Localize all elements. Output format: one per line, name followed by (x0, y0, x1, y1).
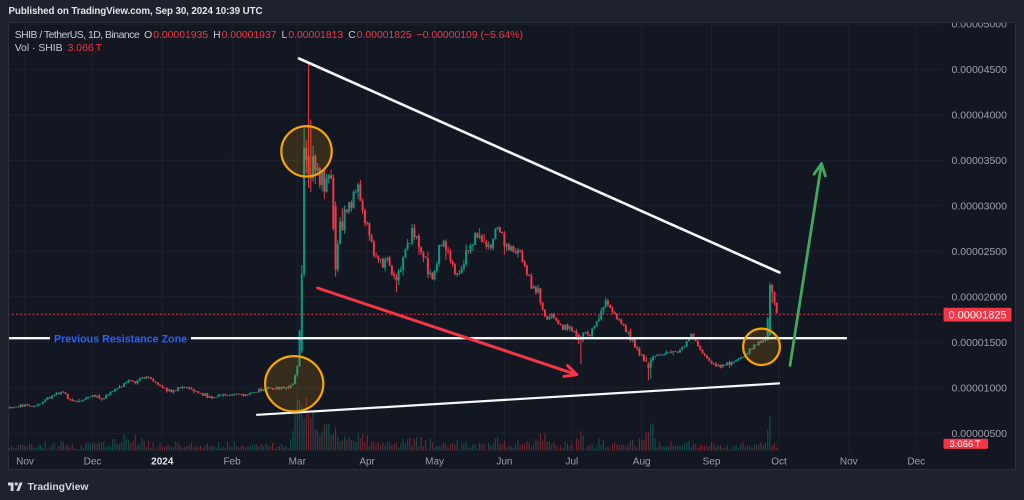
svg-text:0.00004500: 0.00004500 (952, 64, 1008, 76)
svg-text:Jun: Jun (496, 457, 512, 468)
svg-text:Nov: Nov (16, 457, 34, 468)
svg-text:Nov: Nov (840, 457, 858, 468)
svg-text:0.00004000: 0.00004000 (952, 110, 1008, 122)
svg-text:Apr: Apr (359, 457, 375, 468)
svg-text:0.00003000: 0.00003000 (952, 201, 1008, 213)
svg-text:Aug: Aug (633, 457, 651, 468)
svg-text:Oct: Oct (771, 457, 787, 468)
svg-text:Sep: Sep (703, 457, 721, 468)
svg-text:0.00005000: 0.00005000 (952, 22, 1008, 31)
svg-text:Previous Resistance Zone: Previous Resistance Zone (54, 333, 187, 345)
svg-text:Dec: Dec (84, 457, 102, 468)
svg-text:0.00000500: 0.00000500 (952, 428, 1008, 440)
svg-text:Feb: Feb (223, 457, 241, 468)
svg-text:0.00001500: 0.00001500 (952, 337, 1008, 349)
svg-text:0.00001000: 0.00001000 (952, 382, 1008, 394)
svg-text:Dec: Dec (907, 457, 925, 468)
svg-text:0.00003500: 0.00003500 (952, 155, 1008, 167)
svg-text:May: May (425, 457, 444, 468)
svg-text:0.00002000: 0.00002000 (952, 291, 1008, 303)
svg-text:Jul: Jul (566, 457, 579, 468)
svg-text:2024: 2024 (151, 457, 174, 468)
svg-text:0.00002500: 0.00002500 (952, 246, 1008, 258)
svg-text:Mar: Mar (289, 457, 307, 468)
svg-text:0.00001825: 0.00001825 (948, 309, 1006, 321)
